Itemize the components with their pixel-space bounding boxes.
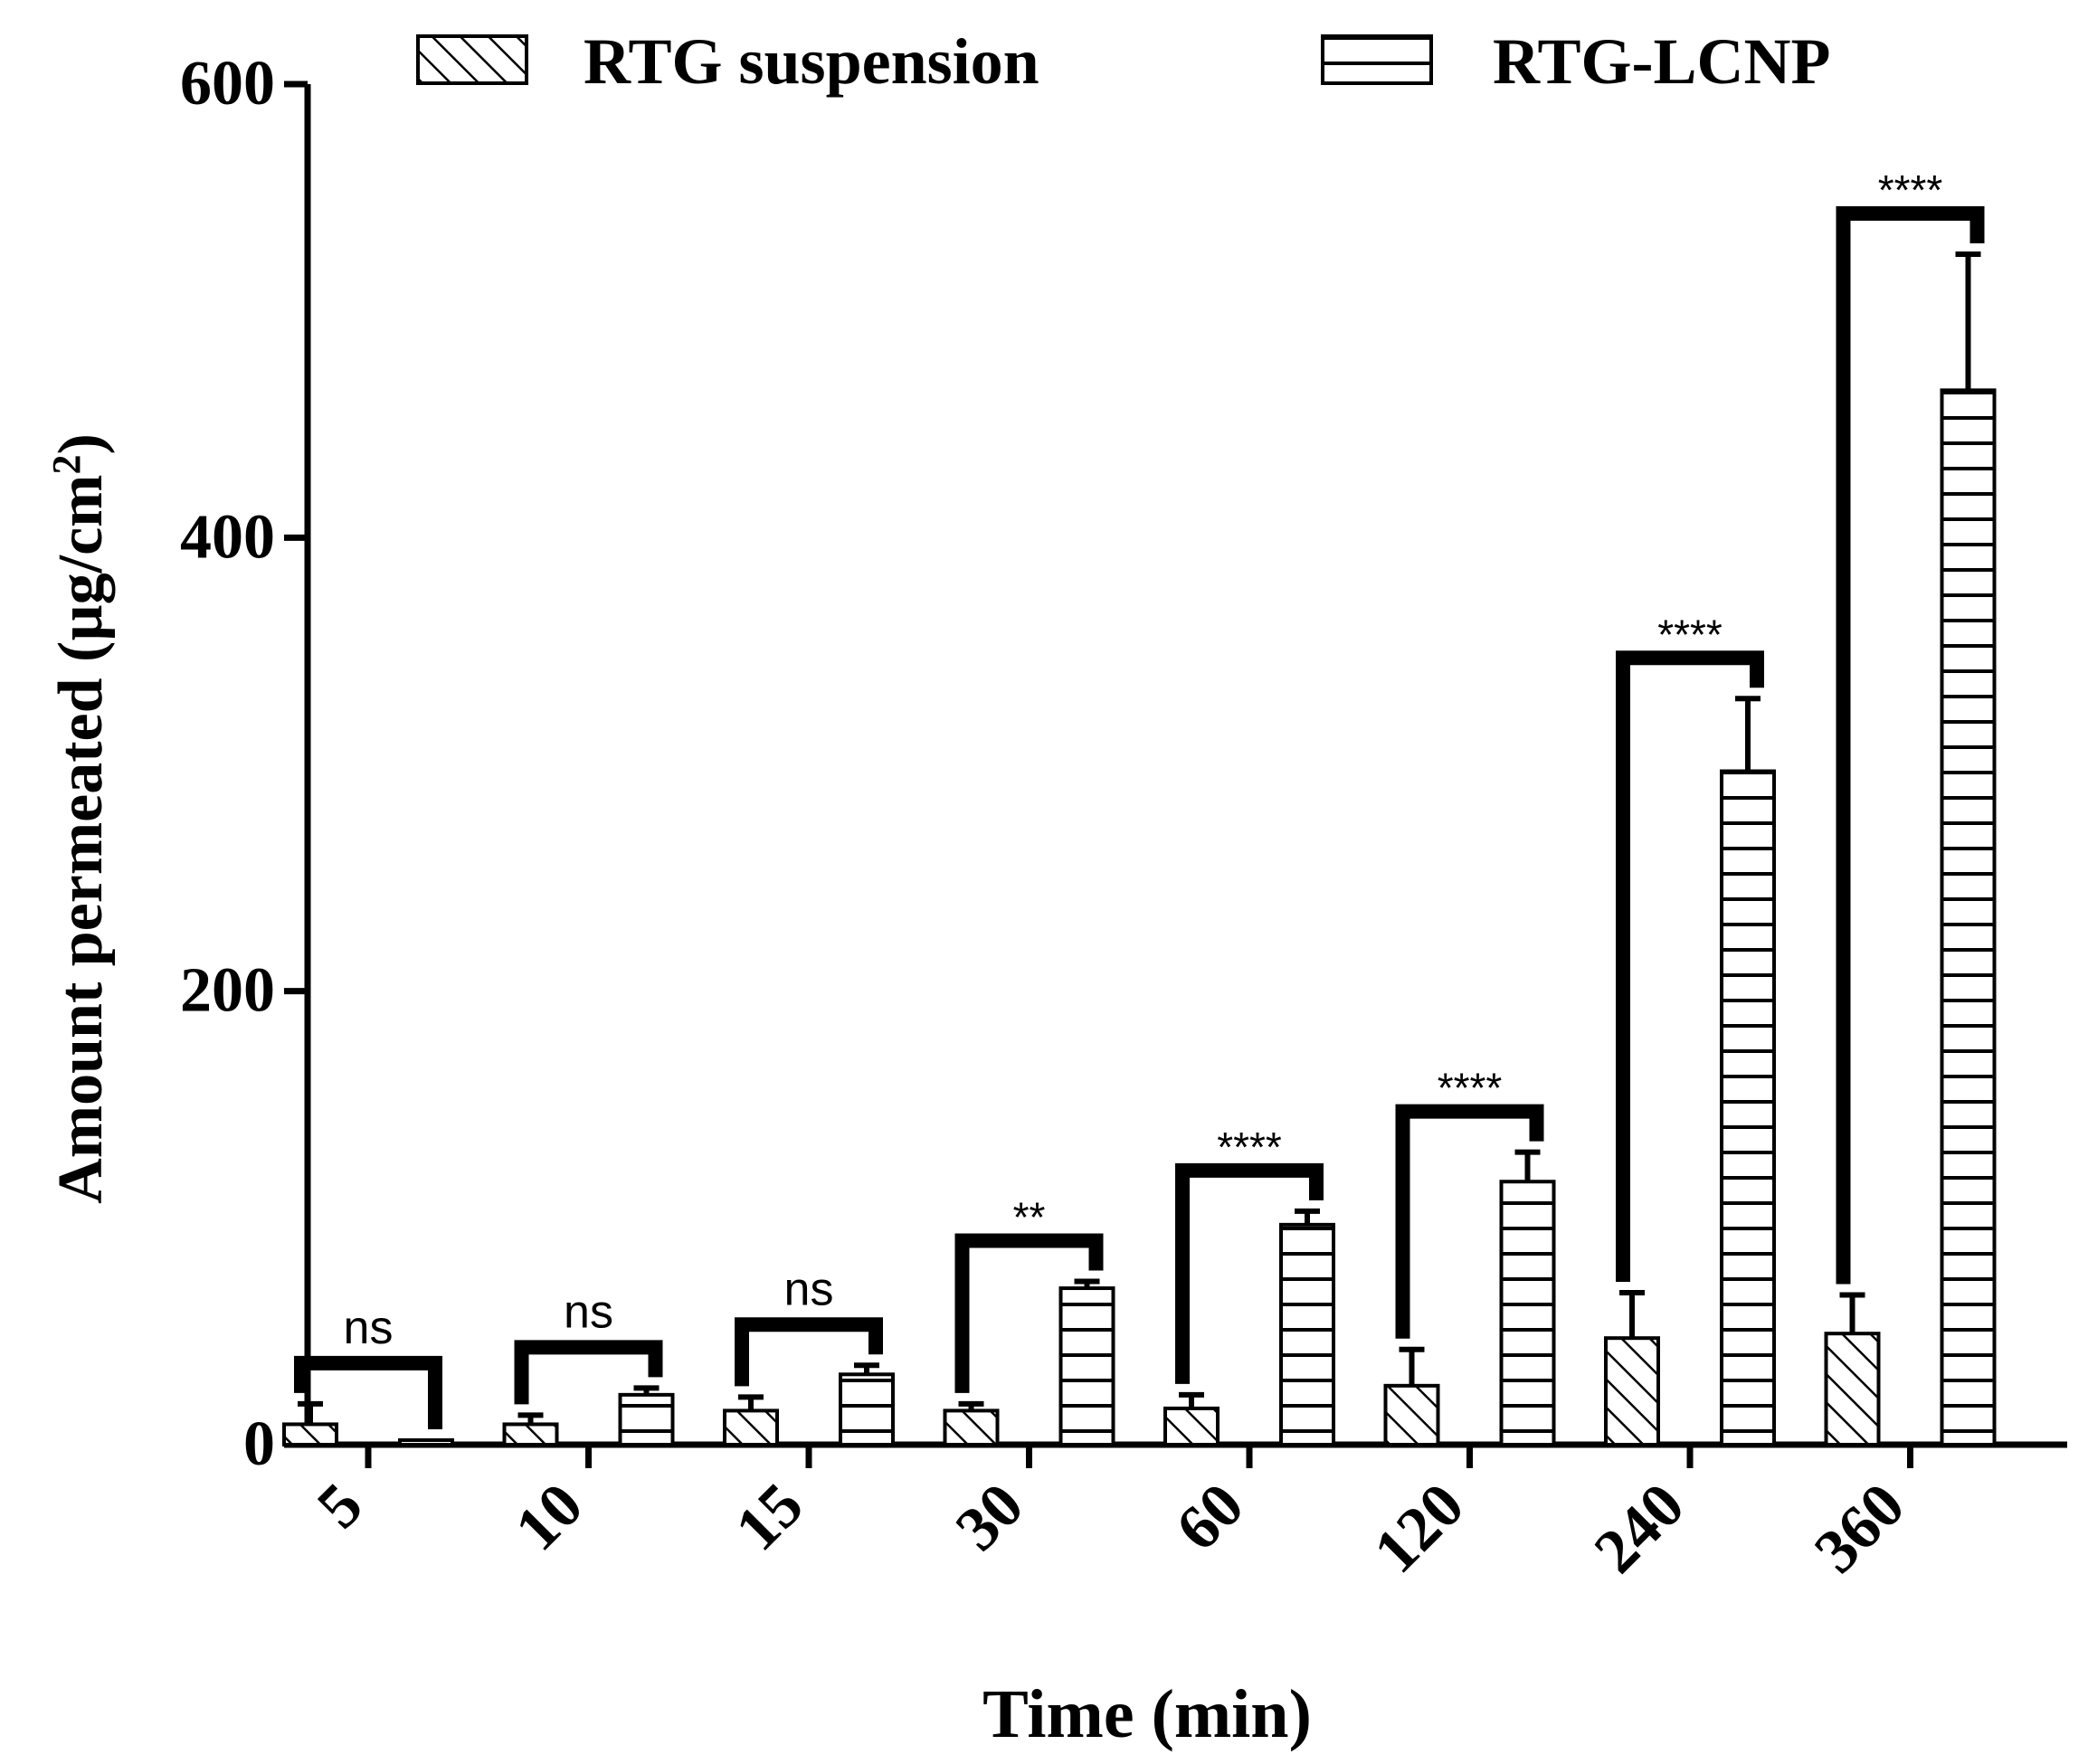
- significance-label-t15: ns: [784, 1263, 834, 1315]
- plot-area: 0 200 400 600 5 ns 10 ns 15 ns 30 ** 60 **** 120 **** 24…: [180, 49, 2067, 1587]
- y-axis-title-close: ): [46, 433, 116, 454]
- y-axis-title-superscript: 2: [44, 455, 89, 475]
- y-axis-title: Amount permeated (µg/cm2): [44, 433, 117, 1204]
- bar-rtg-lcnp-t120: [1499, 1180, 1556, 1447]
- significance-bracket-t360: [1836, 206, 1985, 1285]
- bar-rtg-lcnp-t15: [839, 1372, 895, 1446]
- x-axis-title: Time (min): [982, 1676, 1312, 1752]
- legend: RTG suspension RTG-LCNP: [416, 25, 1830, 98]
- x-tick-label-t60: 60: [1163, 1470, 1258, 1564]
- significance-bracket-t5: [294, 1355, 442, 1429]
- significance-bracket-t15: [735, 1317, 883, 1387]
- bar-rtg-suspension-t10: [502, 1422, 559, 1446]
- bar-rtg-suspension-t30: [943, 1408, 1000, 1447]
- x-tick-label-t15: 15: [723, 1470, 817, 1564]
- x-tick-label-t5: 5: [304, 1470, 375, 1541]
- y-tick-label-200: 200: [180, 956, 275, 1026]
- bar-rtg-lcnp-t30: [1058, 1286, 1115, 1447]
- significance-label-t10: ns: [564, 1285, 613, 1338]
- x-tick-label-t360: 360: [1801, 1470, 1918, 1587]
- bar-rtg-suspension-t120: [1383, 1383, 1440, 1446]
- bar-rtg-lcnp-t10: [618, 1392, 675, 1447]
- significance-label-t120: ****: [1438, 1065, 1503, 1112]
- significance-bracket-t240: [1616, 650, 1764, 1283]
- significance-bracket-t60: [1175, 1162, 1324, 1384]
- significance-bracket-t30: [954, 1233, 1104, 1393]
- legend-label-rtg-suspension: RTG suspension: [584, 25, 1039, 98]
- significance-label-t60: ****: [1217, 1124, 1282, 1171]
- bar-rtg-lcnp-t5: [398, 1437, 454, 1447]
- bar-rtg-lcnp-t60: [1279, 1222, 1335, 1447]
- bar-rtg-suspension-t5: [282, 1422, 338, 1446]
- y-tick-label-0: 0: [243, 1409, 275, 1479]
- x-tick-label-t240: 240: [1581, 1470, 1698, 1587]
- x-tick-label-t30: 30: [943, 1470, 1037, 1564]
- legend-item-rtg-lcnp: RTG-LCNP: [1321, 25, 1830, 98]
- bar-rtg-lcnp-t360: [1940, 388, 1997, 1446]
- bar-rtg-lcnp-t240: [1720, 769, 1776, 1446]
- legend-label-rtg-lcnp: RTG-LCNP: [1493, 25, 1830, 98]
- legend-swatch-rtg-suspension: [416, 34, 528, 85]
- bar-rtg-suspension-t60: [1163, 1406, 1220, 1446]
- x-tick-label-t10: 10: [502, 1470, 596, 1564]
- y-tick-label-600: 600: [180, 49, 275, 119]
- bar-rtg-suspension-t15: [723, 1408, 779, 1447]
- bar-rtg-suspension-t240: [1604, 1336, 1660, 1446]
- significance-label-t5: ns: [344, 1302, 394, 1354]
- x-tick-label-t120: 120: [1361, 1470, 1477, 1587]
- bar-rtg-suspension-t360: [1824, 1332, 1881, 1447]
- y-tick-label-400: 400: [180, 502, 275, 572]
- significance-label-t240: ****: [1657, 611, 1723, 658]
- legend-item-rtg-suspension: RTG suspension: [416, 25, 1039, 98]
- significance-bracket-t10: [514, 1340, 663, 1405]
- significance-label-t360: ****: [1878, 166, 1943, 213]
- significance-label-t30: **: [1013, 1194, 1046, 1241]
- y-axis-title-main: Amount permeated (µg/cm: [46, 475, 116, 1204]
- significance-bracket-t120: [1395, 1104, 1544, 1339]
- legend-swatch-rtg-lcnp: [1321, 34, 1433, 85]
